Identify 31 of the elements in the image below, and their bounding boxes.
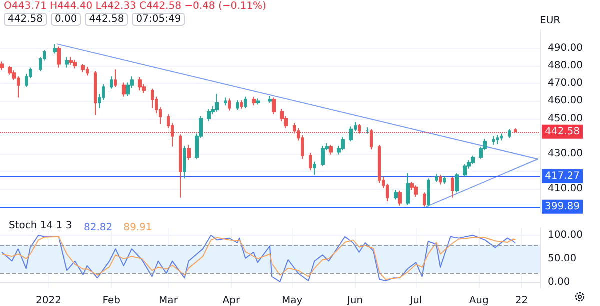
- y-tick-label: 50.00: [548, 253, 577, 264]
- x-tick-label: Feb: [102, 296, 121, 306]
- y-tick-label: 470.00: [548, 78, 583, 90]
- y-tick-label: 430.00: [548, 148, 583, 160]
- x-tick-label: Mar: [159, 296, 179, 306]
- text: 07:05:49: [132, 13, 186, 26]
- x-tick-label: Apr: [222, 296, 241, 306]
- text: 442.58: [4, 13, 47, 26]
- y-tick-label: 480.00: [548, 60, 583, 72]
- y-tick-label: 100.00: [548, 230, 583, 241]
- series-label: 82.82: [84, 222, 113, 234]
- text: O443.71 H444.40 L442.33 C442.58 −0.48 (−0.11%): [4, 1, 266, 12]
- text: 89.91: [124, 222, 152, 234]
- ref-line-label: 442.58: [545, 126, 580, 138]
- ref-line-label: 399.89: [545, 201, 580, 212]
- x-tick-label: Aug: [469, 296, 489, 306]
- x-tick-label: 2022: [36, 296, 62, 306]
- y-tick-label: 460.00: [548, 96, 583, 107]
- y-tick-label: 0.00: [548, 276, 570, 288]
- x-tick-label: Jun: [346, 296, 364, 306]
- y-axis-title: EUR: [540, 16, 561, 26]
- text: 442.58: [85, 13, 128, 26]
- y-tick-label: 450.00: [548, 113, 583, 124]
- chart-title: Stoch 14 1 3: [9, 220, 72, 232]
- y-tick-label: 490.00: [548, 42, 583, 54]
- ref-line-label: 417.27: [545, 170, 580, 182]
- x-tick-label: May: [282, 296, 303, 306]
- x-tick-label: Jul: [409, 296, 422, 306]
- text: 0.00: [51, 13, 82, 26]
- x-tick-label: 22: [515, 296, 528, 306]
- y-tick-label: 410.00: [548, 184, 583, 195]
